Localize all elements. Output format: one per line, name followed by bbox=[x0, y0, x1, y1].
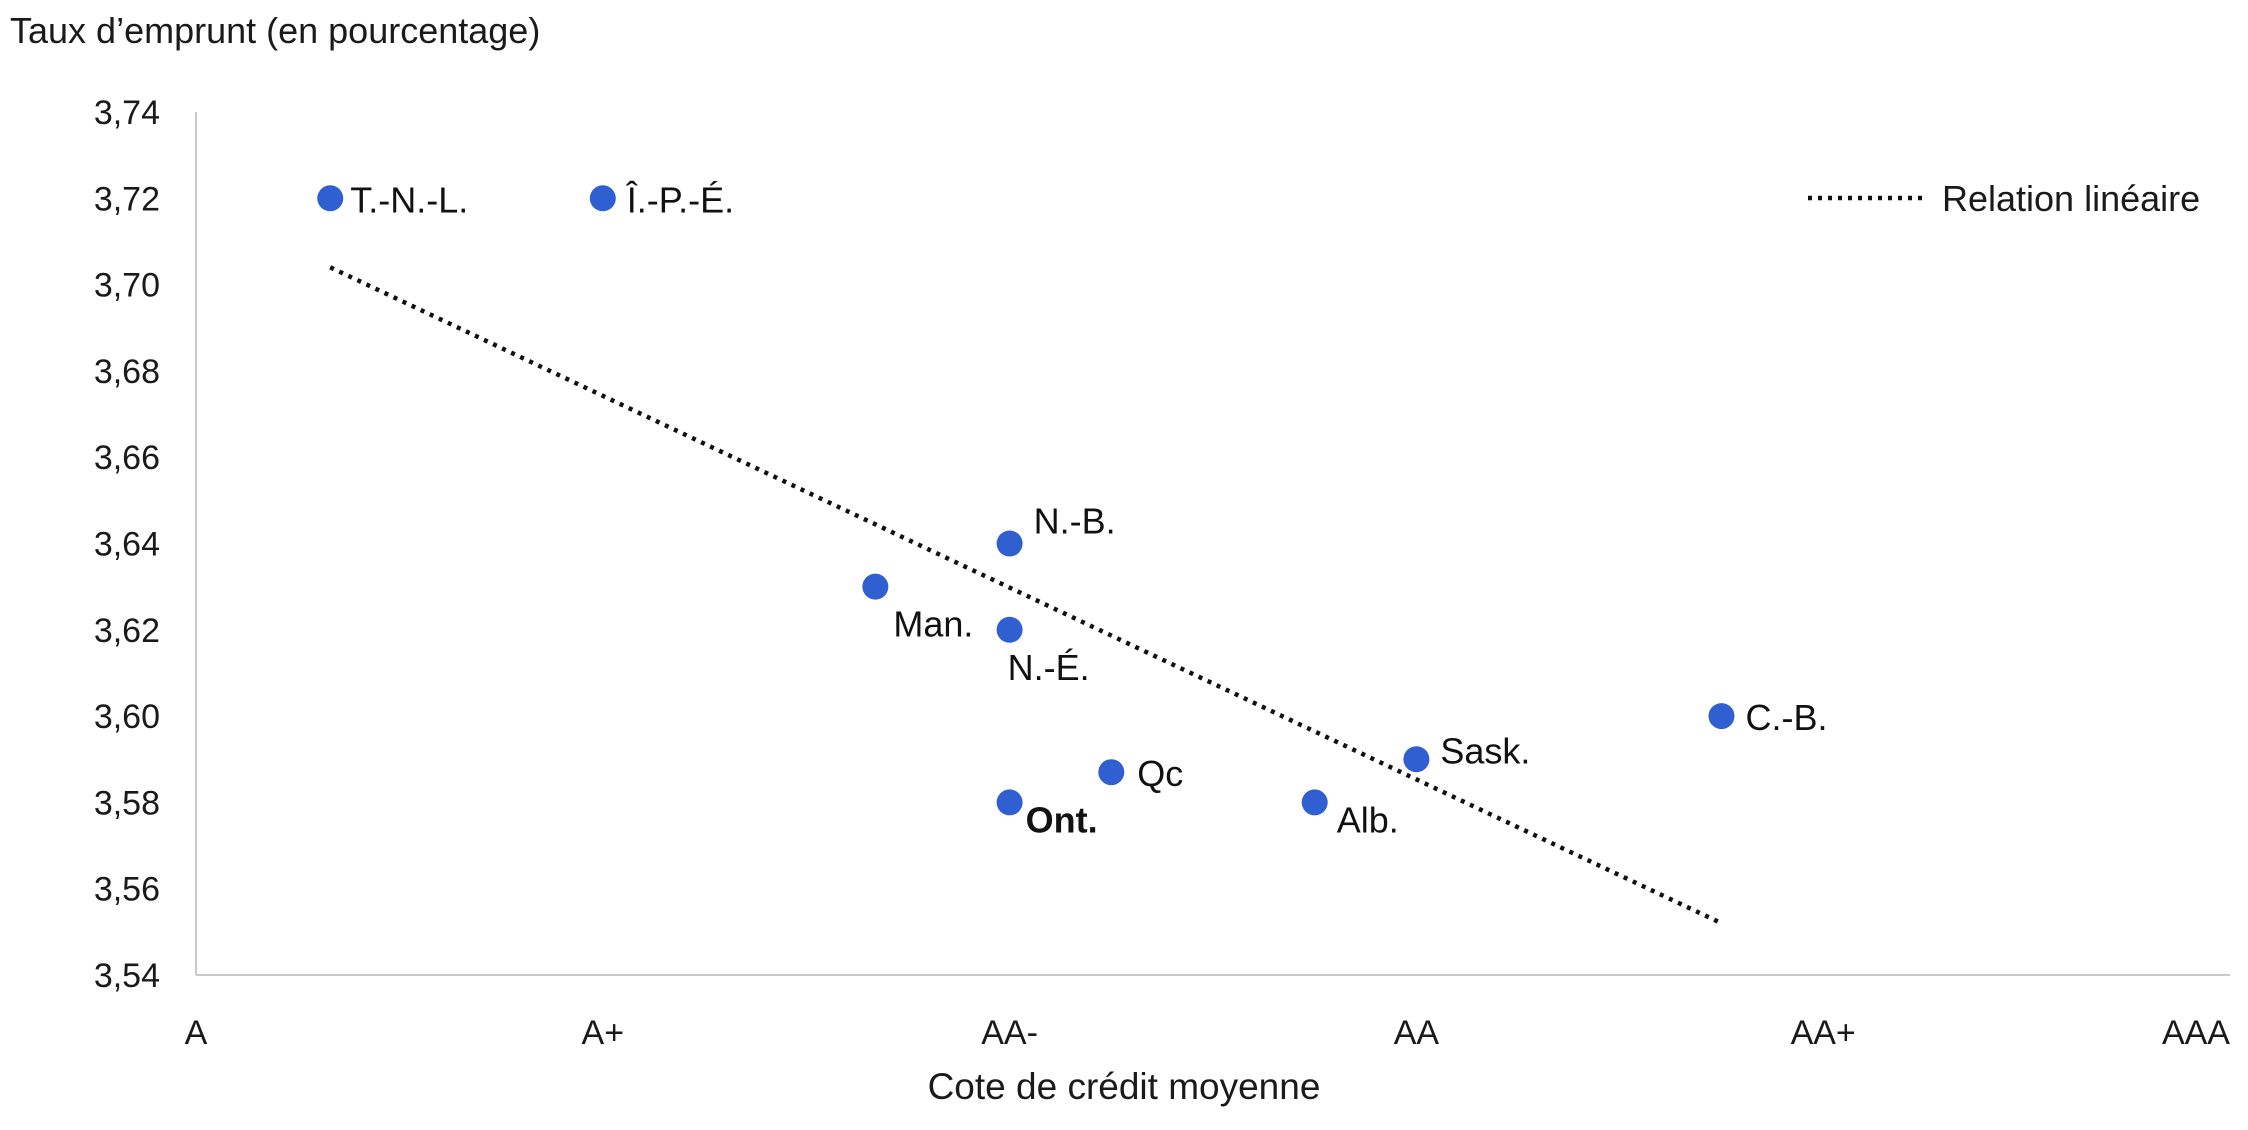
data-point bbox=[862, 573, 889, 600]
point-label: Î.-P.-É. bbox=[626, 179, 734, 220]
axes bbox=[195, 112, 2230, 976]
point-label: N.-B. bbox=[1034, 501, 1116, 542]
point-label: Sask. bbox=[1440, 730, 1530, 771]
x-tick-label: AA bbox=[1394, 1014, 1440, 1052]
y-tick-label: 3,54 bbox=[94, 957, 160, 995]
legend-label: Relation linéaire bbox=[1942, 178, 2200, 219]
x-tick-label: AA+ bbox=[1791, 1014, 1856, 1052]
data-point bbox=[1708, 703, 1735, 730]
x-axis-title: Cote de crédit moyenne bbox=[0, 1066, 2248, 1108]
y-tick-label: 3,72 bbox=[94, 180, 160, 218]
x-tick-label: AA- bbox=[981, 1014, 1038, 1052]
y-tick-label: 3,60 bbox=[94, 698, 160, 736]
y-tick-label: 3,74 bbox=[94, 94, 160, 132]
point-label: Alb. bbox=[1337, 799, 1399, 840]
y-tick-label: 3,66 bbox=[94, 439, 160, 477]
data-point bbox=[1403, 746, 1430, 773]
data-point bbox=[996, 530, 1023, 557]
point-label: C.-B. bbox=[1746, 697, 1828, 738]
y-tick-label: 3,70 bbox=[94, 267, 160, 305]
y-tick-label: 3,62 bbox=[94, 612, 160, 650]
data-point bbox=[996, 789, 1023, 816]
point-label: N.-É. bbox=[1008, 647, 1090, 688]
data-point bbox=[317, 185, 344, 212]
data-point bbox=[1098, 759, 1125, 786]
x-tick-label: AAA bbox=[2162, 1014, 2230, 1052]
data-point bbox=[996, 616, 1023, 643]
x-tick-labels: A A+ AA- AA AA+ AAA bbox=[185, 1014, 2231, 1052]
y-tick-label: 3,64 bbox=[94, 526, 160, 564]
x-tick-label: A+ bbox=[582, 1014, 625, 1052]
y-tick-label: 3,56 bbox=[94, 871, 160, 909]
point-label: T.-N.-L. bbox=[350, 179, 468, 220]
point-label: Man. bbox=[893, 604, 973, 645]
point-label: Qc bbox=[1137, 753, 1183, 794]
data-point bbox=[1301, 789, 1328, 816]
data-point bbox=[589, 185, 616, 212]
y-axis-title: Taux d’emprunt (en pourcentage) bbox=[10, 10, 541, 51]
trendline bbox=[329, 265, 1723, 926]
y-tick-labels: 3,54 3,56 3,58 3,60 3,62 3,64 3,66 3,68 3,70 3,72… bbox=[94, 94, 160, 995]
points-layer bbox=[317, 185, 1735, 816]
point-label: Ont. bbox=[1026, 799, 1098, 840]
trendline-layer bbox=[329, 265, 1723, 926]
x-axis-title-text: Cote de crédit moyenne bbox=[927, 1066, 1321, 1107]
legend: Relation linéaire bbox=[1808, 178, 2200, 219]
y-tick-label: 3,68 bbox=[94, 353, 160, 391]
point-labels-layer: T.-N.-L. Î.-P.-É. N.-B. Man. N.-É. Qc Ont. Alb.… bbox=[350, 179, 1827, 840]
x-tick-label: A bbox=[185, 1014, 208, 1052]
y-tick-label: 3,58 bbox=[94, 784, 160, 822]
